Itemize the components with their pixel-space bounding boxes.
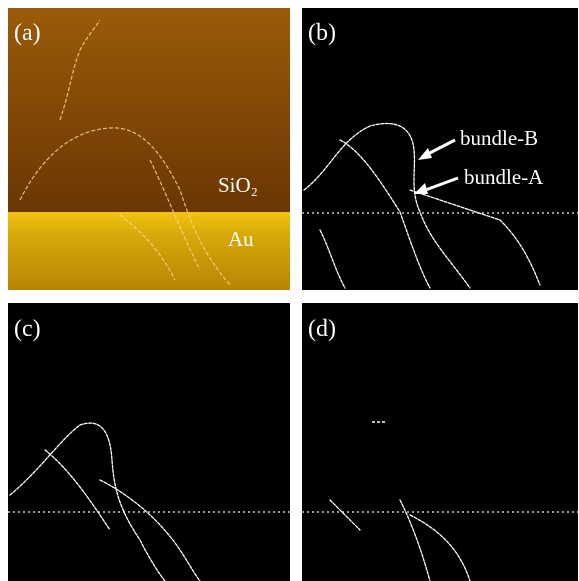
annotation: bundle-B [460, 126, 538, 150]
panel-a: (a) SiO₂ Au [8, 8, 290, 290]
panel-label: (a) [14, 20, 41, 46]
panel-label: (c) [14, 316, 41, 342]
annotation: bundle-A [464, 165, 544, 189]
annotation: Au [228, 227, 254, 251]
panel-label: (b) [308, 20, 336, 46]
figure: (a) SiO₂ Au (b) bundle-B bundle-A (c) [0, 0, 579, 581]
panel-background [302, 303, 578, 581]
annotation: SiO₂ [218, 173, 258, 197]
panel-label: (d) [308, 316, 336, 342]
panel-background [8, 303, 290, 581]
panel-c: (c) [8, 303, 290, 581]
panel-b: (b) bundle-B bundle-A [302, 8, 578, 290]
au-region [8, 212, 290, 290]
panel-d: (d) [302, 303, 578, 581]
